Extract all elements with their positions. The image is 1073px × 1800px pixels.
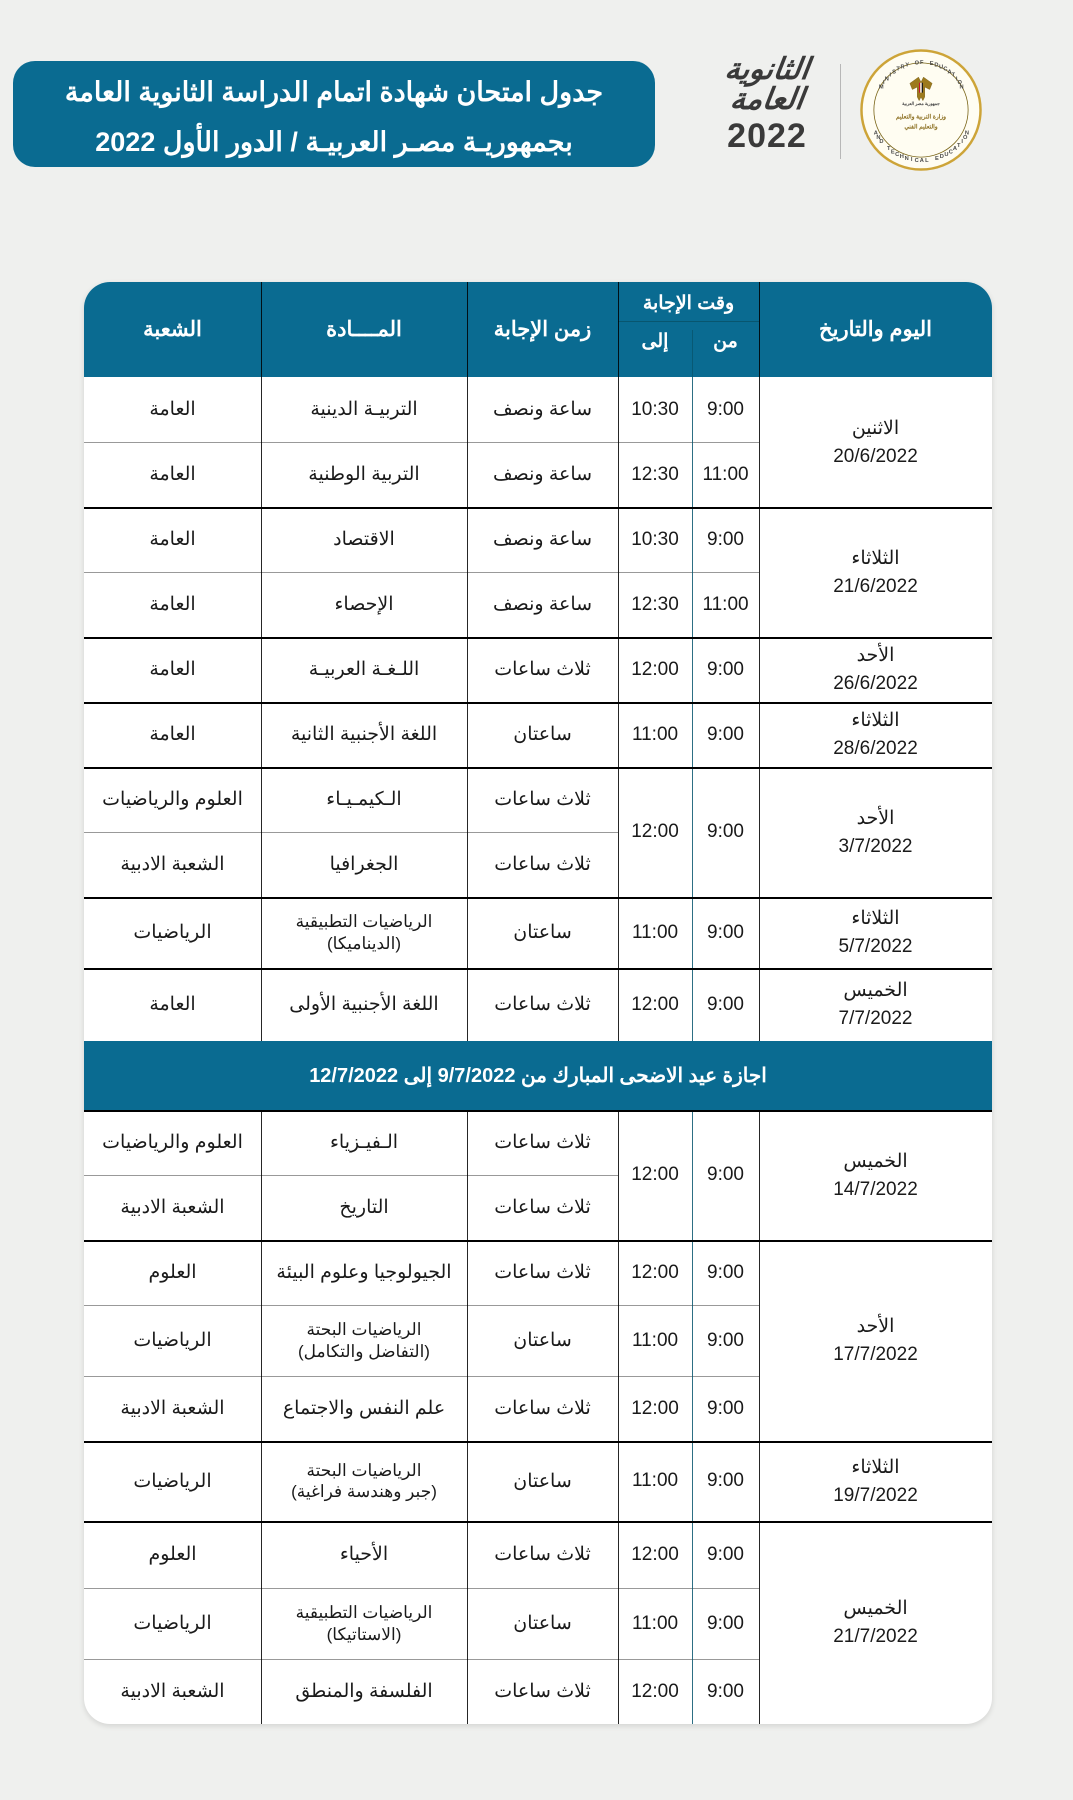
svg-text:وزارة التربية والتعليم: وزارة التربية والتعليم bbox=[896, 114, 946, 121]
svg-text:والتعليم الفني: والتعليم الفني bbox=[904, 124, 937, 131]
